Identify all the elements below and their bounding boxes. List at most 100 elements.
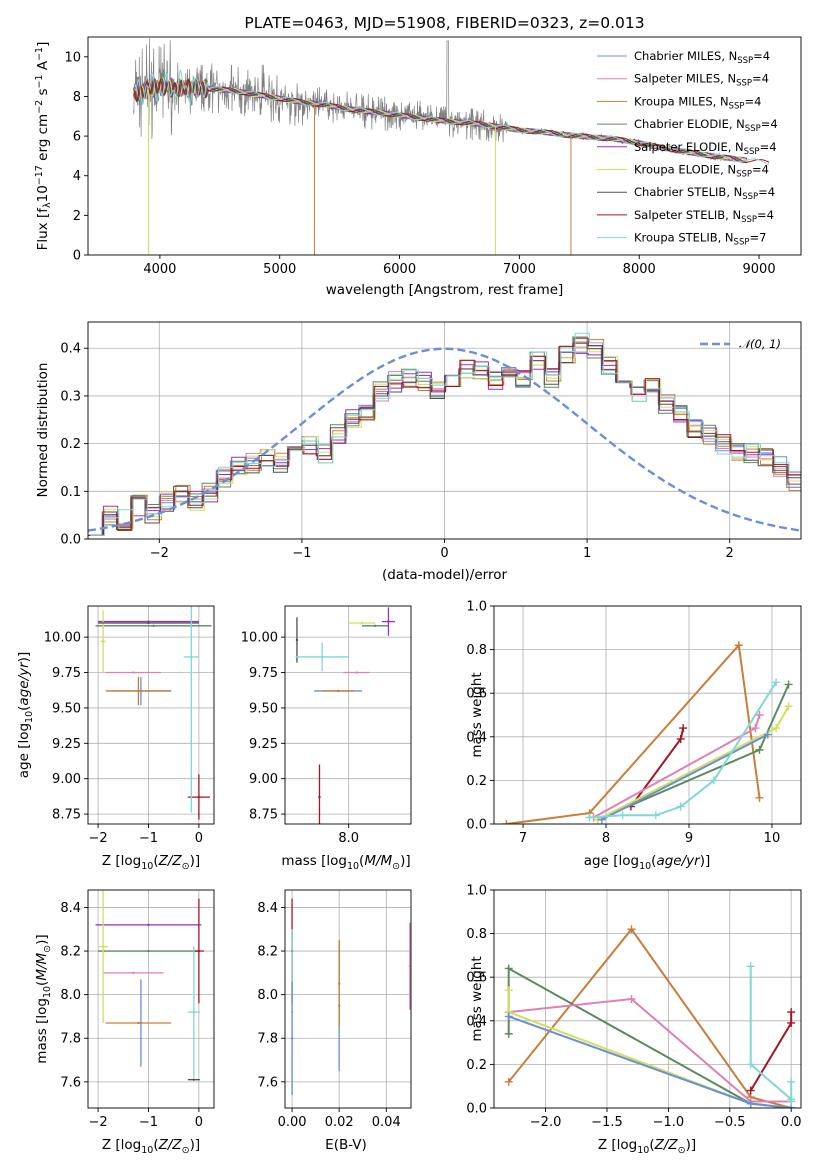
x-tick-label: 2 [726, 546, 734, 561]
y-tick-label: 8.0 [257, 988, 278, 1003]
spectrum-panel: 4000 5000 6000 7000 8000 9000 0 2 4 6 8 10 Chabrier … [64, 36, 802, 277]
weight-line [506, 642, 761, 824]
residual-histogram-panel: −2 −1 0 1 2 0.0 0.1 0.2 0.3 0.4 𝒩(0, 1) [60, 321, 802, 561]
weight-marker [755, 711, 764, 719]
errorbar-plot-area [295, 607, 396, 824]
histogram-step [88, 345, 801, 536]
axes-frame [87, 889, 215, 1109]
y-tick-label: 8.0 [60, 988, 81, 1003]
x-tick-label: −2 [150, 546, 169, 561]
axes-frame [284, 605, 412, 825]
y-tick-label: 7.6 [257, 1075, 278, 1090]
y-tick-label: 0 [73, 249, 81, 264]
metallicity-mass-panel: −2 −1 0 7.6 7.8 8.0 8.2 8.4 [60, 889, 215, 1130]
residual-x-label: (data-model)/error [382, 567, 508, 583]
weight-marker [763, 730, 772, 739]
data-point [192, 1078, 196, 1081]
weight-marker [746, 1086, 755, 1095]
data-point [132, 671, 135, 674]
x-tick-label: 4000 [143, 262, 176, 277]
weight-marker [784, 702, 793, 711]
weight-marker [504, 1077, 513, 1086]
y-tick-label: 0.4 [466, 730, 487, 745]
data-point [147, 949, 150, 953]
weight-marker [787, 1077, 796, 1086]
y-tick-label: 8.2 [60, 945, 81, 960]
ma-x-label: mass [log10(M/M⊙)] [281, 853, 410, 872]
weight-marker [755, 745, 764, 754]
data-point [387, 620, 390, 623]
za-y-label: age [log10(age/yr)] [16, 652, 35, 778]
y-tick-label: 0.8 [466, 643, 487, 658]
weight-marker [618, 811, 627, 820]
data-point [197, 949, 201, 953]
weight-marker [746, 1099, 755, 1108]
legend-entry: Chabrier STELIB, NSSP=4 [634, 185, 775, 202]
weight-line [507, 966, 792, 1108]
x-tick-label: −2.0 [530, 1115, 562, 1130]
weight-marker [784, 680, 793, 689]
legend-entry: Kroupa STELIB, NSSP=7 [634, 231, 766, 248]
y-tick-label: 0.0 [466, 1102, 487, 1117]
y-tick-label: 8.75 [52, 808, 81, 823]
weight-marker [627, 995, 636, 1003]
weight-marker [734, 641, 743, 650]
x-tick-label: 7000 [503, 262, 536, 277]
x-tick-label: 5000 [263, 262, 296, 277]
y-tick-label: 0.8 [466, 927, 487, 942]
weight-marker [504, 986, 513, 995]
histogram-step [90, 347, 801, 536]
weight-marker [787, 1097, 796, 1106]
extinction-mass-panel: 0.00 0.02 0.04 7.6 7.8 8.0 8.2 8.4 [257, 889, 412, 1130]
x-tick-label: 8000 [623, 262, 656, 277]
weight-marker [585, 813, 594, 822]
axes-frame [493, 605, 802, 825]
legend-entry: Kroupa ELODIE, NSSP=4 [634, 163, 769, 180]
em-x-label: E(B-V) [325, 1137, 367, 1153]
data-point [320, 655, 324, 659]
weight-line [507, 927, 792, 1108]
weight-marker [746, 962, 755, 971]
zw-x-label: Z [log10(Z/Z⊙)] [598, 1137, 696, 1156]
weight-marker [504, 1012, 513, 1021]
metallicity-weight-panel: −2.0 −1.5 −1.0 −0.5 0.0 0.0 0.2 0.4 0.6 0.8 1.0 [466, 884, 801, 1131]
errorbar-plot-area [95, 606, 212, 820]
errorbar-plot-area [290, 898, 411, 1095]
weight-marker [772, 724, 781, 733]
chart-title: PLATE=0463, MJD=51908, FIBERID=0323, z=0… [244, 14, 644, 32]
x-tick-label: −1.0 [653, 1115, 685, 1130]
data-point [295, 638, 299, 642]
x-tick-label: 0 [195, 831, 203, 846]
errorbar-plot-area [95, 890, 204, 1081]
legend-entry: Kroupa MILES, NSSP=4 [634, 94, 761, 111]
weight-marker [751, 724, 760, 733]
weight-marker [746, 1060, 755, 1069]
data-point [373, 624, 377, 628]
y-tick-label: 10.00 [44, 631, 81, 646]
x-tick-label: 1 [583, 546, 591, 561]
x-tick-label: 9000 [743, 262, 776, 277]
y-tick-label: 4 [73, 169, 81, 184]
axes-frame [493, 889, 802, 1109]
weight-marker [676, 802, 685, 811]
data-point [337, 982, 341, 985]
y-tick-label: 0.6 [466, 971, 487, 986]
age-weight-panel: 7 8 9 10 0.0 0.2 0.4 0.6 0.8 1.0 [466, 600, 802, 846]
data-point [336, 689, 340, 693]
y-tick-label: 1.0 [466, 600, 487, 615]
x-tick-label: −1 [292, 546, 311, 561]
data-point [192, 1010, 196, 1014]
y-tick-label: 0.3 [60, 389, 81, 404]
x-tick-label: −2 [88, 1115, 107, 1130]
legend-entry: Salpeter STELIB, NSSP=4 [634, 208, 774, 225]
weight-line [601, 733, 769, 821]
x-tick-label: 9 [685, 831, 693, 846]
data-point [152, 624, 155, 628]
x-tick-label: 7 [519, 831, 527, 846]
y-tick-label: 9.75 [249, 666, 278, 681]
weight-line [589, 681, 777, 819]
data-point [355, 671, 358, 674]
zm-x-label: Z [log10(Z/Z⊙)] [102, 1137, 200, 1156]
weight-line [749, 1012, 793, 1092]
legend-entry: Salpeter MILES, NSSP=4 [634, 72, 769, 89]
